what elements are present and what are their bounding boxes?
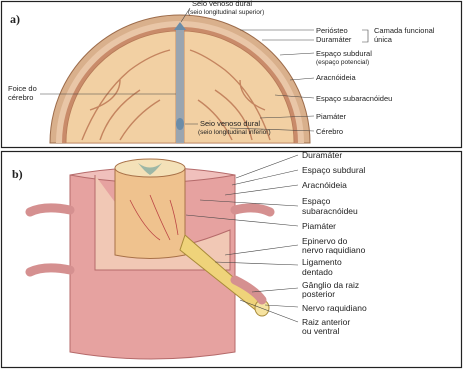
spinal-cord: [114, 167, 186, 259]
label: Periósteo: [316, 26, 348, 35]
label: Ligamento: [302, 257, 342, 267]
label: Espaço subdural: [302, 165, 365, 175]
label: Duramáter: [316, 35, 352, 44]
label: Aracnóideia: [316, 73, 356, 82]
panel-label: b): [12, 167, 23, 181]
leader-lines: [40, 7, 369, 132]
label: Seio venoso dural: [192, 0, 252, 8]
falx: [176, 28, 184, 143]
nerve-roots: [25, 203, 275, 305]
leader-lines: [185, 154, 299, 323]
label: Seio venoso dural: [200, 119, 260, 128]
superior-sinus: [174, 22, 186, 30]
label: única: [374, 35, 393, 44]
label: (seio longitudinal inferior): [198, 129, 271, 136]
vessels: [129, 194, 179, 241]
label: dentado: [302, 267, 333, 277]
inferior-sinus: [176, 118, 184, 130]
hemisphere-right: [183, 30, 295, 144]
label: posterior: [302, 289, 335, 299]
label: Espaço subaracnóideu: [316, 94, 392, 103]
label: Espaço: [302, 196, 331, 206]
label: cérebro: [8, 93, 33, 102]
label: Gânglio da raiz: [302, 280, 359, 290]
gray-matter: [138, 163, 162, 175]
label: (espaço potencial): [316, 59, 369, 66]
label: Camada funcional: [374, 26, 435, 35]
label: Epinervo do: [302, 236, 348, 246]
panel-b: b) Duramáter Espaço subdural Aracnóideia…: [0, 150, 463, 369]
label: Nervo raquidiano: [302, 303, 367, 313]
label: Duramáter: [302, 150, 342, 160]
label: (seio longitudinal superior): [188, 9, 264, 16]
label: Foice do: [8, 84, 37, 93]
label: Raiz anterior: [302, 317, 350, 327]
label: Cérebro: [316, 127, 343, 136]
gyri: [81, 49, 271, 141]
label: Espaço subdural: [316, 49, 372, 58]
label: ou ventral: [302, 326, 339, 336]
label: Piamáter: [302, 221, 336, 231]
label: nervo raquidiano: [302, 245, 366, 255]
label: subaracnóideu: [302, 206, 358, 216]
panel-a: a) Seio venoso dural (seio longitudinal …: [0, 0, 463, 149]
panel-label: a): [10, 12, 20, 26]
label: Aracnóideia: [302, 180, 347, 190]
label: Piamáter: [316, 112, 347, 121]
